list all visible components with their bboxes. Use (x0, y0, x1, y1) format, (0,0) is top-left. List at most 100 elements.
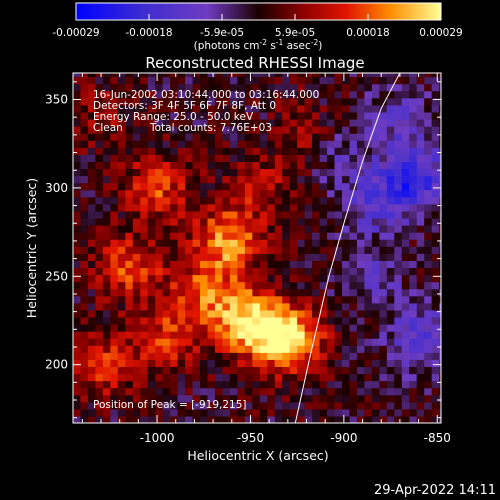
heatmap-pixel (379, 104, 388, 113)
heatmap-pixel (356, 253, 366, 261)
heatmap-pixel (282, 359, 291, 368)
heatmap-pixel (237, 345, 246, 353)
heatmap-pixel (132, 324, 141, 332)
heatmap-pixel (125, 260, 134, 269)
heatmap-pixel (214, 302, 224, 311)
heatmap-pixel (87, 161, 97, 170)
heatmap-pixel (312, 281, 321, 290)
heatmap-pixel (274, 217, 283, 226)
heatmap-pixel (170, 281, 179, 290)
heatmap-pixel (192, 394, 201, 403)
heatmap-pixel (297, 366, 306, 375)
heatmap-pixel (274, 126, 283, 134)
heatmap-pixel (244, 246, 253, 254)
heatmap-pixel (424, 126, 433, 134)
heatmap-pixel (102, 175, 111, 184)
heatmap-pixel (401, 210, 410, 219)
heatmap-pixel (229, 246, 238, 254)
heatmap-pixel (297, 373, 306, 382)
heatmap-pixel (95, 217, 104, 226)
heatmap-pixel (282, 387, 291, 396)
heatmap-pixel (297, 76, 306, 85)
heatmap-pixel (431, 267, 440, 276)
heatmap-pixel (162, 246, 171, 254)
heatmap-pixel (356, 217, 366, 226)
heatmap-pixel (371, 133, 380, 141)
heatmap-pixel (73, 182, 82, 191)
heatmap-pixel (304, 203, 313, 212)
heatmap-pixel (125, 373, 134, 382)
heatmap-pixel (132, 380, 141, 389)
heatmap-pixel (356, 133, 366, 141)
heatmap-pixel (73, 288, 82, 297)
heatmap-pixel (364, 387, 373, 396)
heatmap-pixel (349, 147, 358, 155)
heatmap-pixel (259, 196, 268, 205)
heatmap-pixel (237, 309, 246, 318)
heatmap-pixel (394, 387, 403, 396)
heatmap-pixel (349, 345, 358, 353)
heatmap-pixel (312, 90, 321, 99)
heatmap-pixel (289, 154, 298, 162)
heatmap-pixel (237, 111, 246, 120)
heatmap-pixel (237, 316, 246, 325)
heatmap-pixel (356, 387, 366, 396)
heatmap-pixel (102, 203, 111, 212)
heatmap-pixel (214, 154, 224, 162)
heatmap-pixel (409, 309, 418, 318)
heatmap-pixel (222, 274, 231, 283)
heatmap-pixel (170, 182, 179, 191)
heatmap-pixel (356, 331, 366, 339)
heatmap-pixel (289, 302, 298, 311)
heatmap-pixel (267, 189, 276, 198)
heatmap-pixel (364, 97, 373, 106)
heatmap-pixel (237, 147, 246, 155)
heatmap-pixel (73, 394, 82, 403)
heatmap-pixel (207, 217, 216, 226)
heatmap-pixel (110, 168, 119, 177)
heatmap-pixel (341, 154, 351, 162)
heatmap-pixel (364, 380, 373, 389)
heatmap-pixel (252, 73, 261, 78)
heatmap-pixel (371, 239, 380, 247)
heatmap-pixel (289, 217, 298, 226)
heatmap-pixel (274, 175, 283, 184)
heatmap-pixel (312, 133, 321, 141)
heatmap-pixel (132, 309, 141, 318)
heatmap-pixel (386, 73, 395, 78)
heatmap-pixel (267, 118, 276, 127)
heatmap-pixel (394, 331, 403, 339)
heatmap-pixel (304, 189, 313, 198)
heatmap-pixel (319, 196, 328, 205)
heatmap-pixel (125, 295, 134, 304)
heatmap-pixel (177, 217, 186, 226)
heatmap-pixel (274, 111, 283, 120)
heatmap-pixel (282, 331, 291, 339)
heatmap-pixel (214, 324, 224, 332)
heatmap-pixel (125, 288, 134, 297)
colorbar-strip (75, 2, 442, 21)
heatmap-pixel (297, 133, 306, 141)
heatmap-pixel (274, 147, 283, 155)
heatmap-pixel (117, 118, 126, 127)
heatmap-pixel (110, 217, 119, 226)
heatmap-pixel (334, 366, 343, 375)
heatmap-pixel (200, 338, 209, 346)
heatmap-pixel (431, 408, 440, 417)
heatmap-pixel (200, 232, 209, 240)
heatmap-pixel (371, 324, 380, 332)
heatmap-pixel (80, 352, 89, 360)
heatmap-pixel (132, 338, 141, 346)
heatmap-pixel (237, 154, 246, 162)
heatmap-pixel (319, 316, 328, 325)
heatmap-pixel (312, 232, 321, 240)
heatmap-pixel (312, 217, 321, 226)
heatmap-pixel (110, 408, 119, 417)
heatmap-pixel (252, 232, 261, 240)
heatmap-pixel (147, 324, 156, 332)
heatmap-pixel (341, 359, 351, 368)
heatmap-pixel (409, 331, 418, 339)
heatmap-pixel (401, 133, 410, 141)
heatmap-pixel (282, 76, 291, 85)
heatmap-pixel (386, 366, 395, 375)
